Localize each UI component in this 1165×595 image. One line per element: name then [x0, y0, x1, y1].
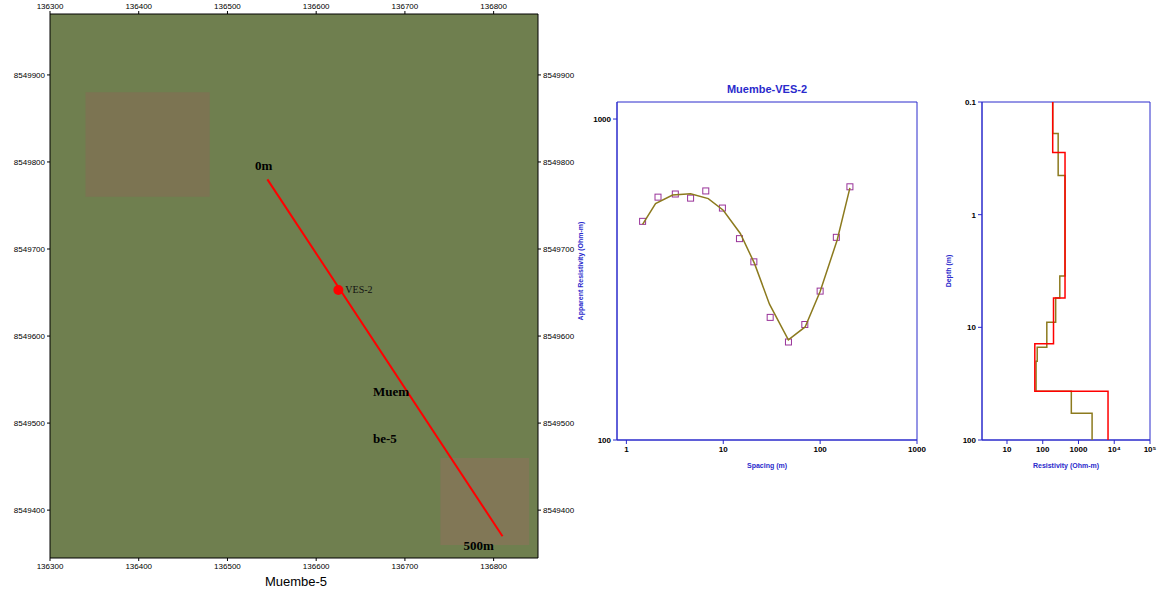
svg-text:136300: 136300: [37, 562, 64, 571]
svg-text:136800: 136800: [480, 2, 507, 11]
html-text:Muembe-5: Muembe-5: [264, 574, 328, 589]
svg-text:1000: 1000: [593, 115, 611, 124]
svg-text:136300: 136300: [37, 2, 64, 11]
svg-text:8549900: 8549900: [14, 71, 46, 80]
svg-text:8549700: 8549700: [543, 245, 575, 254]
svg-text:be-5: be-5: [373, 431, 397, 446]
svg-text:1000: 1000: [1070, 445, 1088, 454]
svg-text:8549800: 8549800: [543, 158, 575, 167]
svg-text:10⁵: 10⁵: [1144, 445, 1157, 454]
svg-text:136700: 136700: [392, 2, 419, 11]
svg-text:Depth (m): Depth (m): [945, 255, 953, 288]
html-text:Muembe-VES-2: Muembe-VES-2: [727, 83, 807, 95]
svg-text:8549900: 8549900: [543, 71, 575, 80]
svg-text:1: 1: [972, 211, 977, 220]
svg-text:8549700: 8549700: [14, 245, 46, 254]
svg-text:1000: 1000: [908, 445, 926, 454]
svg-text:136600: 136600: [303, 2, 330, 11]
svg-text:8549400: 8549400: [14, 506, 46, 515]
svg-text:Spacing (m): Spacing (m): [747, 462, 787, 470]
svg-text:136500: 136500: [214, 2, 241, 11]
svg-text:136800: 136800: [480, 562, 507, 571]
svg-text:8549400: 8549400: [543, 506, 575, 515]
svg-text:8549500: 8549500: [14, 419, 46, 428]
svg-text:100: 100: [598, 436, 612, 445]
svg-text:500m: 500m: [463, 538, 494, 553]
svg-text:10: 10: [719, 445, 728, 454]
svg-text:Resistivity (Ohm-m): Resistivity (Ohm-m): [1033, 462, 1099, 470]
svg-text:Muem: Muem: [373, 384, 409, 399]
svg-text:10: 10: [1003, 445, 1012, 454]
svg-text:8549500: 8549500: [543, 419, 575, 428]
svg-text:100: 100: [1036, 445, 1050, 454]
svg-text:10: 10: [967, 323, 976, 332]
svg-text:VES-2: VES-2: [345, 284, 372, 295]
svg-text:8549600: 8549600: [543, 332, 575, 341]
svg-text:136600: 136600: [303, 562, 330, 571]
svg-text:Apparent Resistivity (Ohm-m): Apparent Resistivity (Ohm-m): [577, 222, 585, 321]
svg-text:1: 1: [624, 445, 629, 454]
svg-text:8549800: 8549800: [14, 158, 46, 167]
svg-text:136400: 136400: [125, 2, 152, 11]
svg-text:136500: 136500: [214, 562, 241, 571]
svg-text:0m: 0m: [255, 158, 273, 173]
svg-text:136700: 136700: [392, 562, 419, 571]
svg-text:0.1: 0.1: [965, 98, 977, 107]
svg-text:136400: 136400: [125, 562, 152, 571]
svg-text:100: 100: [963, 436, 977, 445]
svg-text:10⁴: 10⁴: [1108, 445, 1121, 454]
svg-text:8549600: 8549600: [14, 332, 46, 341]
svg-text:100: 100: [813, 445, 827, 454]
